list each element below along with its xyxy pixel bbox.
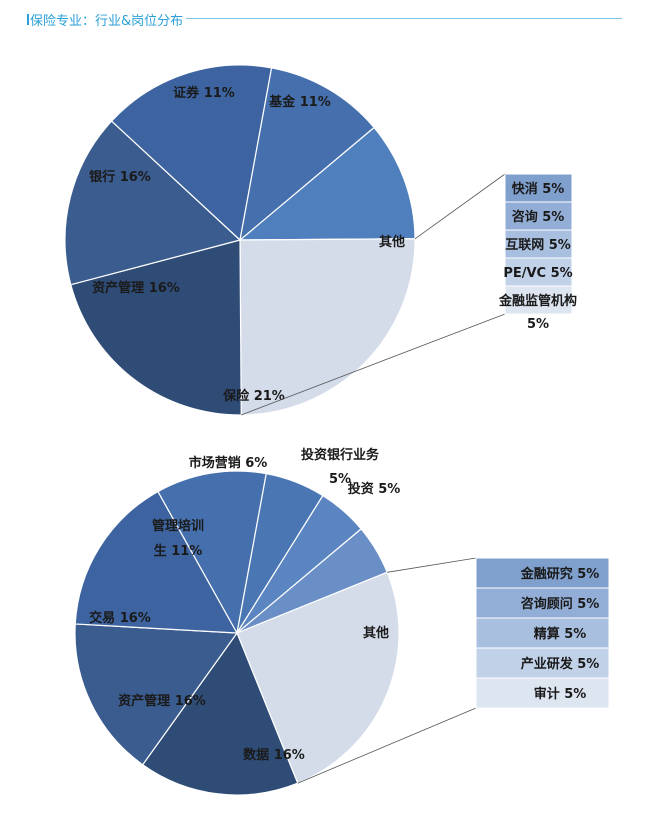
slice-label: 保险 21% [222,388,285,404]
pie-slice [74,490,239,634]
breakdown-label: 审计 5% [534,686,587,702]
pie-slice [70,239,242,416]
pie-slice [239,67,375,242]
breakdown-segment [504,201,573,231]
breakdown-segment [504,285,573,315]
slice-label: 银行 16% [89,169,151,185]
breakdown-bar-2: 金融研究 5% 咨询顾问 5% 精算 5% 产业研发 5% 审计 5% [475,557,610,709]
breakdown-label: 互联网 5% [505,238,571,253]
breakdown-segment [504,257,573,287]
slice-label: 数据 16% [243,747,305,763]
connector-line [297,707,477,784]
slice-label: 5% [329,472,351,487]
connector-line [241,313,506,416]
pie-slice [74,623,239,766]
breakdown-segment [475,557,610,589]
breakdown-label: 产业研发 5% [521,656,600,672]
connector-line [387,557,477,573]
slice-label: 交易 16% [89,610,151,626]
breakdown-label: PE/VC 5% [503,266,572,281]
breakdown-bar-1: 快消 5% 咨询 5% 互联网 5% PE/VC 5% 金融监管机构 5% [498,173,577,332]
slice-label: 生 11% [154,543,203,559]
breakdown-label: 咨询顾问 5% [521,596,600,612]
breakdown-label: 快消 5% [512,181,565,197]
pie-slice [64,120,242,286]
slice-label: 资产管理 16% [118,693,206,709]
pie-slice [236,494,362,634]
breakdown-label: 咨询 5% [512,209,565,225]
breakdown-label: 5% [527,317,549,332]
pie-slice [236,571,400,784]
breakdown-label: 金融监管机构 [498,293,577,309]
slice-label: 基金 11% [268,94,331,110]
slice-label: 其他 [363,625,389,641]
page-title: 保险专业：行业&岗位分布 [30,14,184,29]
slice-label: 资产管理 16% [92,280,180,296]
breakdown-label: 金融研究 5% [520,566,600,582]
connector-line [414,173,506,240]
breakdown-segment [475,617,610,649]
slice-label: 投资银行业务 [301,447,380,463]
slice-label: 管理培训 [152,518,204,534]
slice-label: 证券 11% [173,85,235,101]
breakdown-segment [475,647,610,679]
pie-slice [110,64,273,242]
header-divider [186,18,622,19]
slice-label: 市场营销 6% [189,455,268,471]
slice-label: 其他 [379,234,405,250]
breakdown-segment [475,587,610,619]
slice-label: 投资 5% [348,481,401,497]
breakdown-label: 精算 5% [534,626,587,642]
pie-slice [239,238,416,416]
breakdown-segment [475,677,610,709]
pie-slice [157,470,267,635]
pie-slice [238,126,416,241]
breakdown-segment [504,229,573,259]
header-marker [27,14,29,25]
pie-slice [141,631,299,796]
